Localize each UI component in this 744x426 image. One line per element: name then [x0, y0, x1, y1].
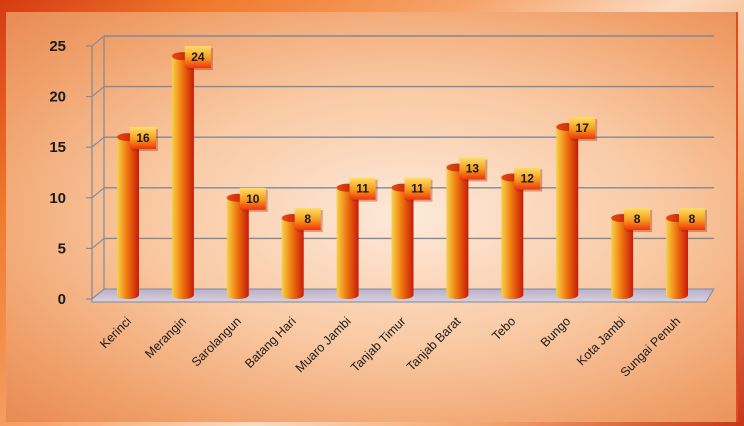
- data-label-text: 8: [634, 212, 641, 226]
- data-label: 24: [184, 46, 213, 71]
- data-label-box: [404, 177, 431, 200]
- x-tick-label: Merangin: [142, 314, 189, 361]
- bar-body: [666, 218, 688, 299]
- data-label-box: [459, 157, 486, 180]
- x-tick-label: Kota Jambi: [574, 314, 628, 368]
- gridline-side: [91, 136, 105, 148]
- data-label-text: 13: [466, 161, 480, 175]
- data-label-box: [679, 208, 705, 231]
- data-label-text: 11: [411, 182, 424, 196]
- bar-body: [171, 56, 194, 300]
- bar-body: [556, 126, 579, 300]
- x-tick-label: Muaro Jambi: [293, 314, 354, 375]
- bar-body: [391, 187, 414, 299]
- y-tick-label: 25: [49, 38, 66, 55]
- x-tick-label: Kerinci: [97, 314, 134, 351]
- gridline-side: [91, 187, 105, 199]
- bar: [446, 163, 469, 299]
- data-label-text: 12: [521, 172, 535, 186]
- bar-body: [226, 197, 249, 299]
- y-tick-label: 0: [58, 291, 66, 308]
- data-label-box: [624, 208, 651, 231]
- data-label: 8: [294, 208, 323, 233]
- data-label: 11: [349, 177, 378, 202]
- y-tick-label: 10: [49, 190, 66, 207]
- x-tick-label: Sarolangun: [189, 314, 244, 369]
- data-label-box: [294, 208, 321, 231]
- gridline-side: [91, 35, 105, 47]
- data-label-text: 11: [356, 182, 369, 196]
- data-label-text: 8: [689, 212, 696, 226]
- data-label-box: [184, 46, 211, 69]
- data-label: 10: [239, 187, 268, 212]
- y-tick-label: 15: [49, 139, 66, 156]
- data-label: 13: [459, 157, 488, 182]
- gridline-side: [91, 288, 105, 300]
- data-label-text: 24: [191, 50, 205, 64]
- x-tick-label: Tanjab Timur: [348, 314, 409, 375]
- gridline-side: [91, 237, 105, 249]
- data-label-text: 16: [136, 131, 150, 145]
- data-label: 11: [404, 177, 433, 202]
- data-label: 8: [624, 208, 653, 233]
- bar-body: [446, 167, 469, 299]
- x-tick-label: Tebo: [489, 314, 518, 343]
- bar: [171, 52, 194, 300]
- x-tick-label: Tanjab Barat: [404, 314, 464, 374]
- bar: [501, 173, 524, 299]
- bar-body: [336, 187, 359, 299]
- bar-body: [501, 177, 524, 299]
- y-tick-label: 20: [49, 89, 66, 106]
- data-label: 8: [679, 208, 707, 233]
- x-tick-label: Batang Hari: [242, 314, 299, 371]
- data-label: 17: [569, 116, 598, 141]
- bar-body: [281, 218, 304, 299]
- bar-body: [611, 218, 634, 299]
- gridline-side: [91, 86, 105, 98]
- data-label: 12: [514, 167, 543, 192]
- data-label: 16: [130, 127, 158, 152]
- data-label-box: [239, 187, 266, 210]
- bar-body: [117, 137, 139, 299]
- data-label-box: [349, 177, 376, 200]
- data-label-text: 8: [304, 212, 311, 226]
- data-label-text: 10: [246, 192, 260, 206]
- bar: [117, 133, 139, 299]
- y-tick-label: 5: [58, 240, 66, 257]
- bar: [556, 122, 579, 300]
- data-label-box: [569, 116, 596, 139]
- data-label-text: 17: [576, 121, 590, 135]
- data-label-box: [514, 167, 541, 190]
- x-tick-label: Bungo: [538, 314, 573, 349]
- data-label-box: [130, 127, 156, 150]
